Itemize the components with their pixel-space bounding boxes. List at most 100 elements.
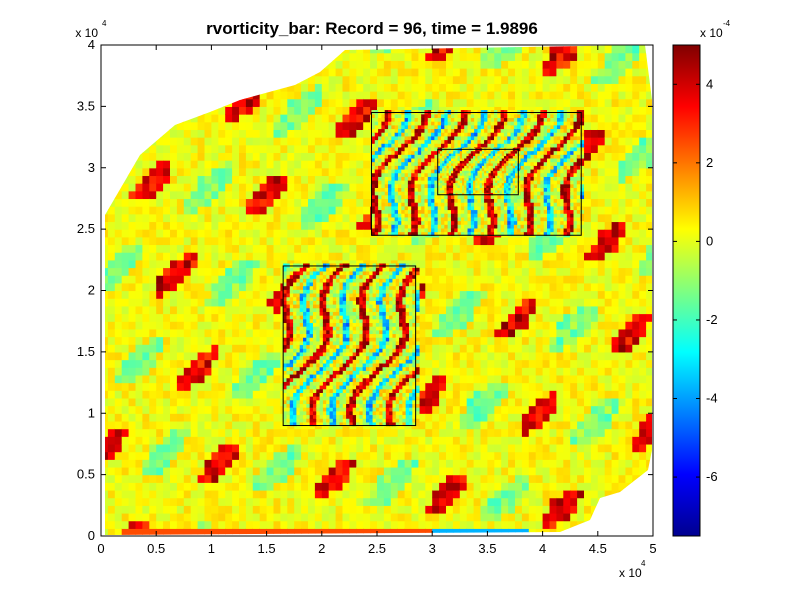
field-cell bbox=[273, 336, 281, 345]
field-cell bbox=[439, 75, 447, 84]
field-cell bbox=[252, 512, 261, 522]
field-cell bbox=[349, 68, 357, 77]
field-cell bbox=[183, 282, 192, 292]
field-cell bbox=[466, 290, 475, 299]
field-cell bbox=[252, 252, 261, 261]
field-cell bbox=[425, 405, 433, 414]
field-cell bbox=[211, 328, 219, 338]
field-cell bbox=[590, 129, 599, 138]
field-cell bbox=[577, 83, 585, 92]
field-cell bbox=[149, 275, 157, 284]
field-cell bbox=[556, 466, 564, 476]
field-cell bbox=[625, 359, 633, 368]
field-cell bbox=[190, 183, 199, 192]
field-cell bbox=[418, 282, 426, 292]
field-cell bbox=[245, 114, 254, 123]
field-cell bbox=[459, 443, 468, 453]
field-cell bbox=[473, 236, 482, 246]
field-cell bbox=[301, 52, 309, 61]
field-cell bbox=[107, 175, 116, 184]
field-cell bbox=[335, 466, 344, 476]
field-cell bbox=[259, 489, 268, 499]
field-cell bbox=[563, 236, 571, 246]
field-cell bbox=[370, 489, 378, 499]
field-cell bbox=[618, 252, 626, 261]
field-cell bbox=[556, 259, 564, 269]
field-cell bbox=[383, 466, 392, 476]
field-cell bbox=[473, 443, 482, 453]
field-cell bbox=[121, 83, 130, 92]
field-cell bbox=[466, 405, 475, 414]
field-cell bbox=[156, 382, 164, 391]
field-cell bbox=[584, 344, 592, 353]
field-cell bbox=[218, 443, 226, 453]
field-cell bbox=[363, 512, 371, 522]
field-cell bbox=[439, 282, 447, 292]
field-cell bbox=[197, 298, 206, 307]
field-cell bbox=[273, 129, 281, 138]
field-cell bbox=[508, 313, 516, 322]
field-cell bbox=[473, 305, 482, 315]
field-cell bbox=[335, 91, 344, 100]
field-cell bbox=[107, 466, 116, 476]
field-cell bbox=[597, 374, 606, 384]
field-cell bbox=[508, 474, 516, 483]
field-cell bbox=[535, 443, 544, 453]
field-cell bbox=[342, 183, 350, 192]
field-cell bbox=[342, 252, 350, 261]
field-cell bbox=[252, 298, 261, 307]
field-cell bbox=[611, 275, 620, 284]
field-cell bbox=[556, 405, 564, 414]
field-cell bbox=[487, 482, 495, 491]
field-cell bbox=[245, 397, 254, 407]
field-cell bbox=[135, 45, 143, 54]
field-cell bbox=[549, 466, 557, 476]
field-cell bbox=[411, 474, 419, 483]
field-cell bbox=[349, 436, 357, 445]
field-cell bbox=[349, 489, 357, 499]
field-cell bbox=[597, 68, 606, 77]
field-cell bbox=[432, 382, 440, 391]
field-cell bbox=[163, 497, 171, 506]
field-cell bbox=[232, 68, 240, 77]
field-cell bbox=[301, 60, 309, 69]
field-cell bbox=[480, 290, 488, 299]
field-cell bbox=[473, 367, 482, 376]
field-cell bbox=[121, 413, 130, 422]
field-cell bbox=[521, 351, 530, 361]
field-cell bbox=[266, 282, 275, 292]
field-cell bbox=[121, 489, 130, 499]
field-cell bbox=[570, 382, 578, 391]
field-cell bbox=[266, 114, 275, 123]
field-cell bbox=[604, 68, 613, 77]
field-cell bbox=[425, 328, 433, 338]
field-cell bbox=[404, 482, 413, 491]
field-cell bbox=[356, 489, 364, 499]
field-cell bbox=[590, 428, 599, 437]
field-cell bbox=[280, 129, 288, 138]
field-cell bbox=[418, 267, 426, 276]
field-cell bbox=[128, 497, 137, 506]
field-cell bbox=[245, 160, 254, 169]
field-cell bbox=[432, 252, 440, 261]
field-cell bbox=[128, 305, 137, 315]
field-cell bbox=[204, 282, 212, 292]
field-cell bbox=[549, 397, 557, 407]
field-cell bbox=[480, 267, 488, 276]
field-cell bbox=[163, 451, 171, 460]
field-cell bbox=[349, 213, 357, 223]
field-cell bbox=[342, 91, 350, 100]
field-cell bbox=[335, 252, 344, 261]
field-cell bbox=[107, 390, 116, 399]
field-cell bbox=[170, 167, 178, 177]
field-cell bbox=[590, 344, 599, 353]
field-cell bbox=[459, 497, 468, 506]
field-cell bbox=[556, 236, 564, 246]
field-cell bbox=[163, 436, 171, 445]
field-cell bbox=[163, 68, 171, 77]
field-cell bbox=[487, 374, 495, 384]
field-cell bbox=[515, 52, 523, 61]
field-cell bbox=[252, 290, 261, 299]
field-cell bbox=[156, 213, 164, 223]
field-cell bbox=[335, 229, 344, 238]
